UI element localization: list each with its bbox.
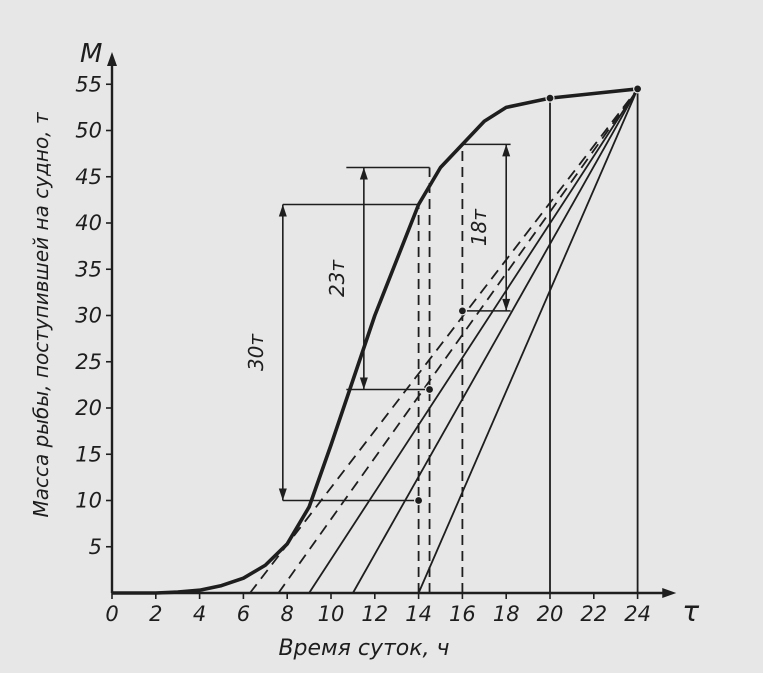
x-tick-label: 10 — [318, 602, 345, 626]
y-tick-label: 10 — [75, 489, 102, 513]
data-point — [545, 93, 555, 103]
y-tick-label: 40 — [75, 211, 102, 235]
x-tick-label: 4 — [193, 602, 206, 626]
y-tick-label: 50 — [75, 119, 102, 143]
y-axis-arrow — [107, 52, 117, 66]
dimension-arrow — [359, 377, 368, 390]
dimension-label: 23т — [325, 259, 349, 297]
dimension-label: 18т — [467, 208, 491, 246]
series-line-1 — [249, 88, 639, 594]
y-tick-label: 35 — [75, 257, 102, 281]
x-tick-label: 16 — [449, 602, 476, 626]
x-tick-label: 6 — [237, 602, 250, 626]
data-point — [632, 84, 643, 94]
y-tick-label: 15 — [75, 442, 102, 466]
dimension-label: 30т — [244, 333, 268, 371]
dimension-arrow — [502, 298, 511, 311]
data-point — [424, 384, 435, 395]
x-tick-label: 0 — [105, 602, 118, 626]
series-line-3 — [308, 88, 639, 594]
x-tick-label: 8 — [281, 602, 294, 626]
data-point — [414, 495, 424, 506]
data-point — [457, 306, 467, 316]
plot-area: 0 2 4 6 8 10 12 14 16 18 20 22 245101520253035404550… — [29, 39, 699, 661]
series-line-5 — [417, 88, 639, 594]
x-tick-label: 14 — [405, 602, 432, 626]
y-tick-label: 5 — [89, 535, 102, 559]
x-tick-label: 2 — [149, 602, 162, 626]
x-tick-label: 24 — [624, 602, 651, 626]
dimension-arrow — [278, 488, 287, 501]
dimension-arrow — [502, 144, 511, 157]
series-line-4 — [352, 88, 639, 594]
y-tick-label: 45 — [75, 165, 102, 189]
series-line-2 — [277, 88, 639, 594]
x-tick-label: 12 — [361, 602, 388, 626]
x-tick-label: 22 — [580, 602, 607, 626]
y-tick-label: 20 — [75, 396, 102, 420]
y-axis-symbol: M — [80, 39, 102, 69]
y-tick-label: 25 — [75, 350, 102, 374]
x-tick-label: 18 — [493, 602, 520, 626]
dimension-arrow — [359, 167, 368, 180]
x-tick-label: 20 — [537, 602, 564, 626]
x-axis-symbol: τ — [682, 595, 699, 628]
x-axis-arrow — [662, 588, 677, 598]
x-axis-label: Время суток, ч — [278, 636, 449, 661]
cumulative-curve — [112, 87, 638, 595]
y-axis-label: Масса рыбы, поступившей на судно, т — [29, 111, 53, 517]
y-tick-label: 55 — [75, 72, 102, 96]
y-tick-label: 30 — [75, 304, 102, 328]
dimension-arrow — [278, 204, 287, 217]
